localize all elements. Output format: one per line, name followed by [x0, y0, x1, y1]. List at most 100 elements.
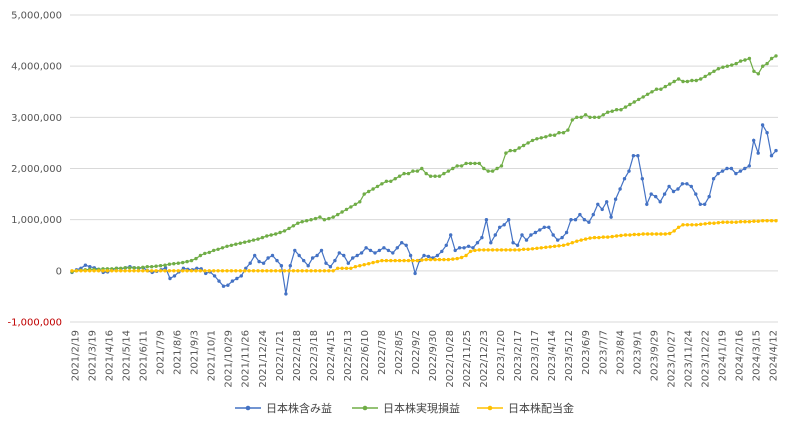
data-point-series-2: [216, 247, 220, 251]
data-point-series-2: [243, 240, 247, 244]
data-point-series-2: [415, 169, 420, 173]
data-point-series-2: [132, 266, 136, 270]
data-point-series-3: [198, 269, 203, 273]
data-point-series-1: [542, 225, 546, 229]
y-tick-label: 1,000,000: [11, 215, 62, 226]
data-point-series-2: [158, 264, 163, 268]
data-point-series-3: [207, 269, 211, 273]
data-point-series-3: [707, 221, 712, 225]
data-point-series-3: [203, 269, 207, 273]
data-point-series-1: [364, 246, 368, 250]
data-point-series-2: [269, 233, 273, 237]
data-point-series-3: [597, 235, 601, 240]
data-point-series-2: [433, 174, 437, 178]
data-point-series-3: [83, 269, 88, 273]
x-tick-label: 2022/3/18: [309, 330, 320, 381]
data-point-series-1: [707, 194, 711, 199]
data-point-series-3: [663, 232, 667, 236]
data-point-series-2: [446, 169, 451, 173]
data-point-series-1: [373, 251, 377, 255]
data-point-series-3: [619, 233, 623, 238]
data-point-series-2: [552, 133, 557, 137]
data-point-series-3: [570, 241, 574, 245]
data-point-series-1: [413, 271, 417, 276]
data-point-series-3: [473, 248, 477, 253]
data-point-series-1: [569, 218, 573, 222]
data-point-series-1: [328, 265, 333, 269]
data-point-series-3: [681, 223, 685, 227]
data-point-series-1: [743, 166, 747, 171]
data-point-series-3: [504, 248, 508, 252]
data-point-series-1: [694, 192, 698, 196]
data-point-series-1: [685, 182, 689, 186]
data-point-series-2: [336, 212, 340, 217]
data-point-series-1: [408, 253, 413, 258]
x-tick-label: 2021/10/1: [207, 330, 218, 381]
data-point-series-3: [123, 269, 127, 273]
data-point-series-1: [698, 202, 702, 206]
data-point-series-1: [377, 248, 382, 253]
x-tick-label: 2023/1/20: [496, 330, 507, 381]
data-point-series-2: [579, 115, 583, 120]
data-point-series-3: [561, 243, 566, 247]
data-point-series-1: [279, 264, 284, 268]
data-point-series-3: [353, 265, 358, 269]
data-point-series-3: [752, 219, 756, 223]
data-point-series-2: [442, 171, 446, 176]
data-point-series-3: [464, 253, 468, 258]
data-point-series-2: [707, 72, 712, 76]
series-line-1: [71, 123, 777, 294]
data-point-series-2: [119, 266, 123, 270]
data-point-series-2: [203, 251, 207, 256]
data-point-series-2: [743, 58, 747, 62]
data-point-series-2: [238, 241, 242, 245]
data-point-series-3: [411, 258, 415, 263]
data-point-series-2: [362, 192, 366, 196]
data-point-series-2: [428, 174, 433, 178]
data-point-series-3: [508, 248, 512, 252]
y-tick-label: 3,000,000: [11, 113, 62, 124]
data-point-series-2: [291, 224, 296, 228]
data-point-series-2: [504, 151, 508, 155]
data-point-series-3: [734, 220, 738, 224]
data-point-series-2: [167, 262, 172, 266]
data-point-series-3: [455, 256, 459, 261]
data-point-series-2: [699, 77, 703, 81]
data-point-series-3: [552, 244, 557, 248]
data-point-series-1: [609, 215, 613, 219]
x-tick-label: 2022/4/15: [326, 330, 337, 381]
data-point-series-2: [349, 205, 353, 209]
x-tick-label: 2022/5/13: [343, 330, 354, 381]
data-point-series-2: [367, 189, 371, 194]
data-point-series-3: [212, 269, 216, 273]
data-point-series-3: [141, 269, 145, 273]
data-point-series-2: [402, 171, 406, 176]
data-point-series-1: [368, 248, 373, 253]
data-point-series-1: [319, 248, 324, 253]
data-point-series-3: [380, 258, 384, 263]
data-point-series-3: [371, 260, 375, 265]
data-point-series-1: [493, 233, 497, 237]
data-point-series-2: [690, 78, 694, 83]
data-point-series-1: [573, 218, 578, 222]
x-tick-label: 2023/12/22: [700, 330, 711, 388]
data-point-series-3: [300, 269, 304, 273]
x-tick-label: 2021/11/26: [241, 330, 252, 388]
data-point-series-3: [393, 258, 397, 263]
data-point-series-2: [747, 56, 752, 61]
data-point-series-2: [614, 108, 619, 112]
data-point-series-1: [457, 246, 462, 250]
data-point-series-3: [274, 269, 278, 273]
data-point-series-2: [606, 110, 610, 114]
x-tick-label: 2021/9/3: [190, 330, 201, 375]
data-point-series-3: [743, 220, 747, 224]
x-tick-label: 2022/12/23: [479, 330, 490, 388]
data-point-series-3: [176, 269, 180, 273]
data-point-series-2: [256, 237, 260, 241]
data-point-series-1: [226, 283, 230, 287]
data-point-series-1: [769, 154, 774, 158]
x-tick-label: 2021/5/14: [122, 330, 133, 381]
data-point-series-1: [471, 246, 475, 250]
x-tick-label: 2023/5/12: [564, 330, 575, 381]
